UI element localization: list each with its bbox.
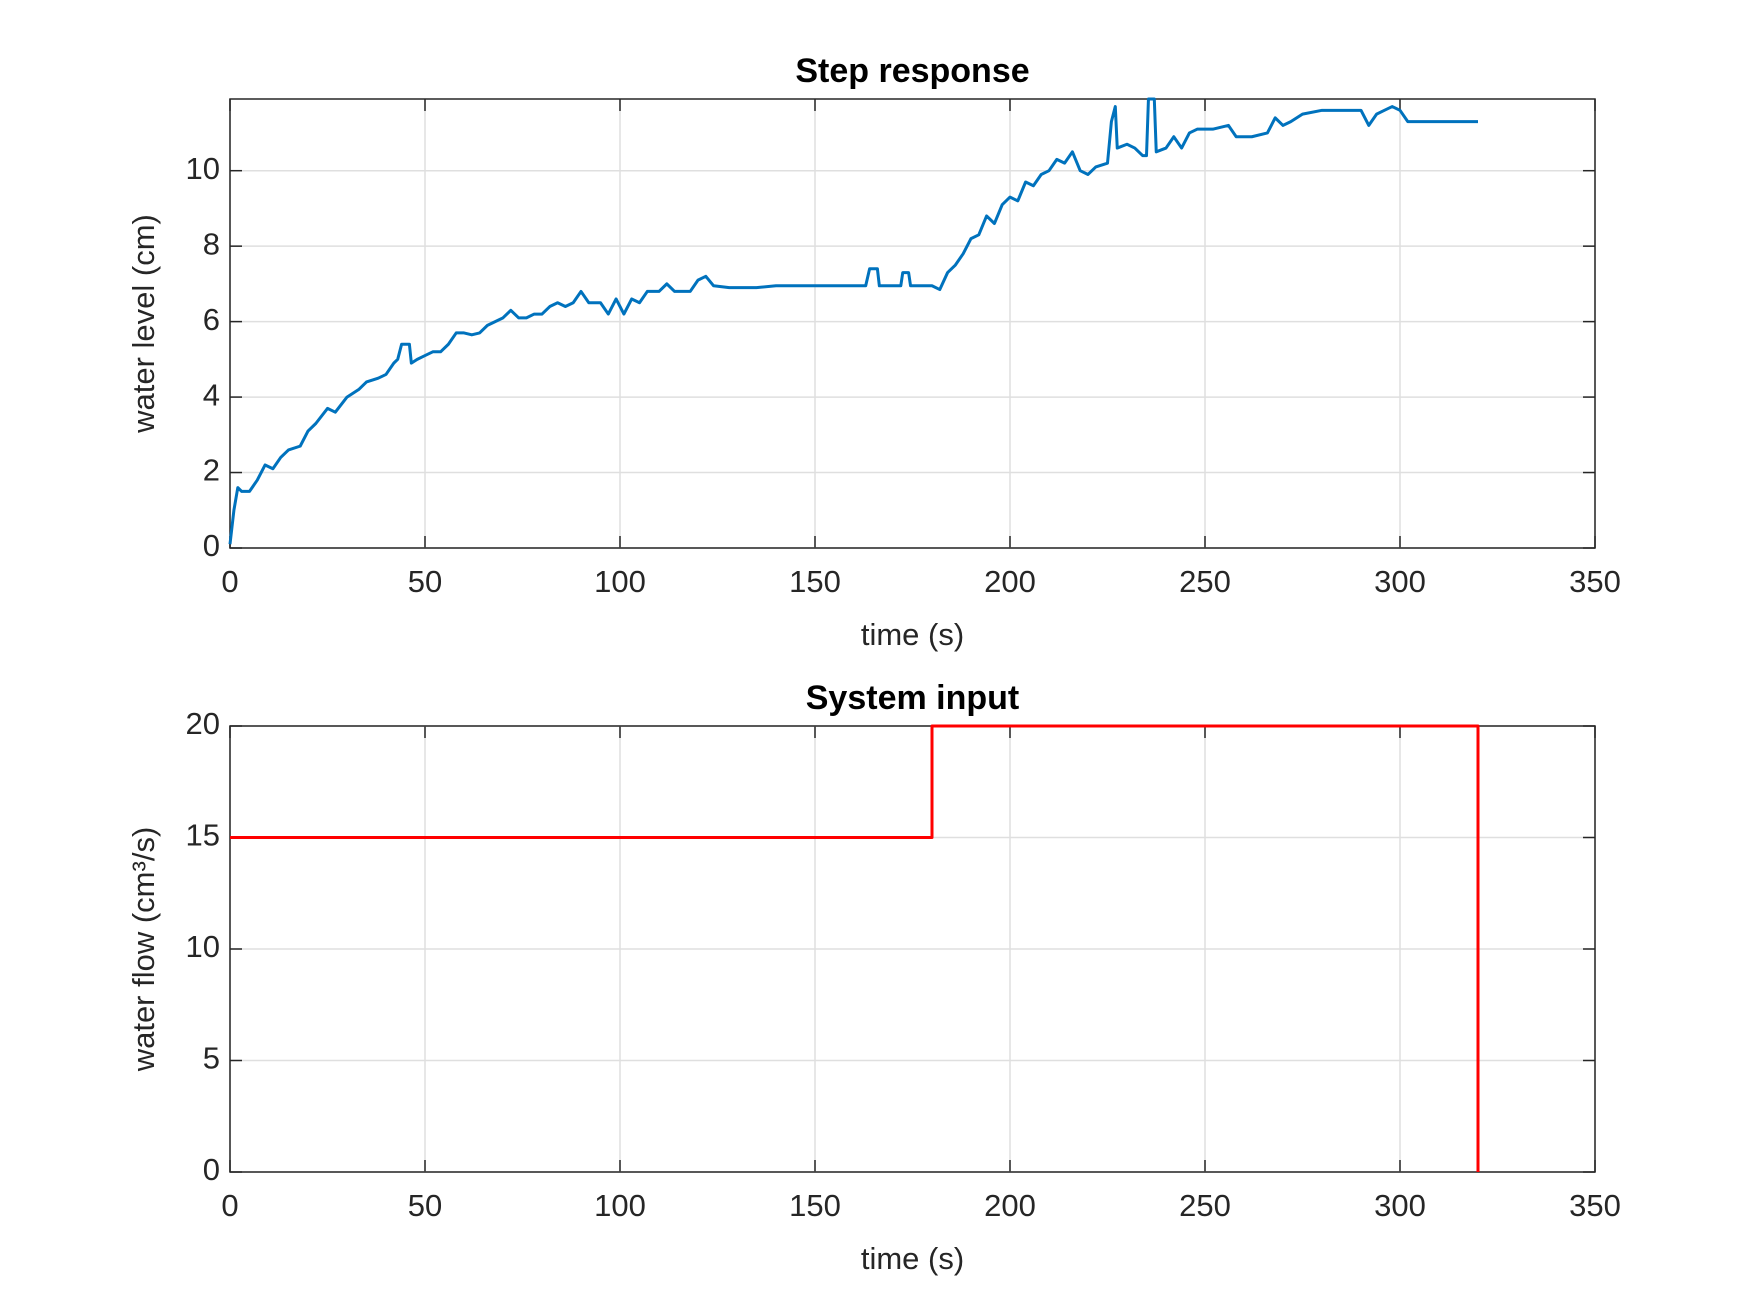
x-tick-label: 0 (221, 564, 238, 599)
x-tick-label: 50 (408, 564, 442, 599)
y-axis-label: water level (cm) (126, 214, 161, 434)
y-tick-label: 4 (203, 377, 220, 412)
axes-box (229, 98, 1596, 549)
x-tick-label: 300 (1374, 1188, 1426, 1223)
x-tick-label: 100 (594, 1188, 646, 1223)
y-tick-label: 6 (203, 302, 220, 337)
x-tick-label: 150 (789, 564, 841, 599)
y-tick-label: 2 (203, 453, 220, 488)
y-tick-label: 10 (186, 929, 220, 964)
y-tick-label: 0 (203, 1152, 220, 1187)
data-line (228, 97, 1478, 545)
plot-area (230, 99, 1595, 548)
x-tick-label: 300 (1374, 564, 1426, 599)
x-axis-label: time (s) (861, 1241, 964, 1276)
y-tick-label: 8 (203, 226, 220, 261)
chart-title: System input (806, 679, 1019, 717)
y-tick-label: 5 (203, 1041, 220, 1076)
data-line (230, 724, 1480, 1172)
x-tick-label: 100 (594, 564, 646, 599)
x-tick-label: 350 (1569, 564, 1621, 599)
y-tick-label: 20 (186, 706, 220, 741)
axes-box (229, 725, 1596, 1173)
x-tick-label: 200 (984, 564, 1036, 599)
x-tick-label: 250 (1179, 564, 1231, 599)
x-tick-label: 250 (1179, 1188, 1231, 1223)
y-tick-label: 10 (186, 151, 220, 186)
x-tick-label: 150 (789, 1188, 841, 1223)
y-tick-label: 0 (203, 528, 220, 563)
x-tick-label: 50 (408, 1188, 442, 1223)
y-tick-label: 15 (186, 818, 220, 853)
x-tick-label: 350 (1569, 1188, 1621, 1223)
x-tick-label: 0 (221, 1188, 238, 1223)
y-axis-label: water flow (cm³/s) (126, 827, 161, 1073)
x-tick-label: 200 (984, 1188, 1036, 1223)
x-axis-label: time (s) (861, 617, 964, 652)
chart-title: Step response (795, 52, 1029, 90)
